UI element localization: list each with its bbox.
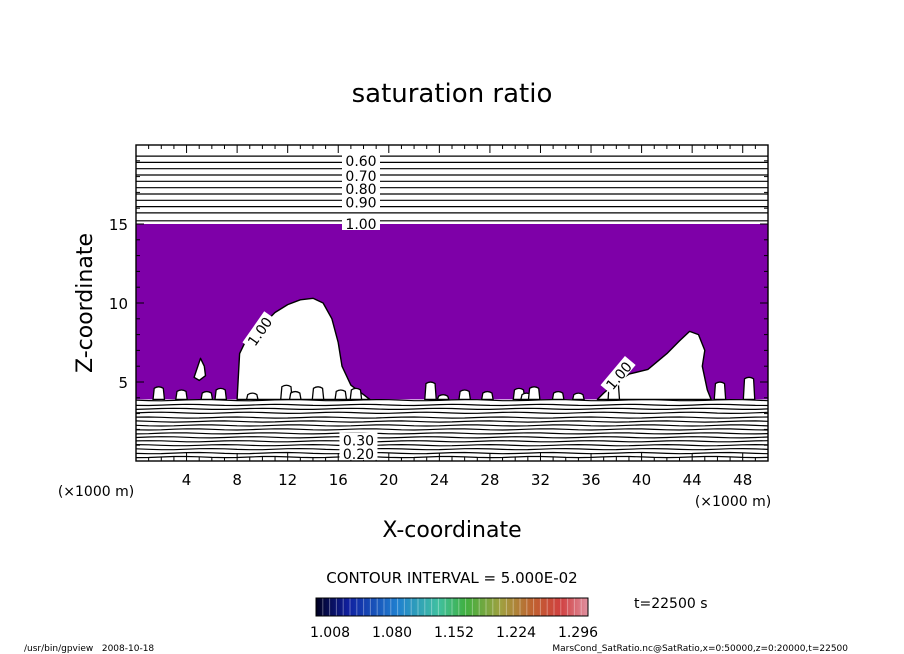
upper-contour-lines <box>136 155 768 222</box>
x-tick-label: 48 <box>733 471 752 489</box>
small-cell-0 <box>152 386 166 401</box>
footer-left: /usr/bin/gpview 2008-10-18 <box>24 644 154 654</box>
contour-label: 0.30 <box>339 432 378 449</box>
contour-label-text: 0.30 <box>343 433 374 449</box>
x-tick-label: 4 <box>182 471 192 489</box>
small-cell-12 <box>458 389 472 401</box>
lower-contour-2 <box>136 407 768 410</box>
x-tick-label: 16 <box>329 471 348 489</box>
contour-label-bg <box>341 152 380 167</box>
lower-contour-1 <box>136 403 768 407</box>
colorbar: 1.008 1.080 1.152 1.224 1.296 <box>310 597 598 641</box>
x-tick-label: 28 <box>480 471 499 489</box>
x-tick-label: 24 <box>430 471 449 489</box>
x-tick-label: 32 <box>531 471 550 489</box>
lower-contour-7 <box>136 428 768 431</box>
small-cell-4 <box>245 392 259 401</box>
contour-label-bg <box>341 167 380 182</box>
colorbar-tick-label: 1.008 <box>310 625 350 641</box>
contour-label-bg <box>341 194 380 209</box>
x-tick-label: 12 <box>278 471 297 489</box>
small-cell-13 <box>480 390 494 401</box>
contour-label: 1.00 <box>341 216 380 233</box>
bubble-cell <box>193 357 207 382</box>
contour-label: 0.70 <box>341 167 380 185</box>
lower-contour-11 <box>136 443 768 447</box>
chart-title: saturation ratio <box>352 79 553 109</box>
lower-contour-9 <box>136 436 768 439</box>
contour-label: 0.90 <box>341 194 380 212</box>
contour-label-bg <box>242 311 276 351</box>
contour-label-bg <box>339 445 378 460</box>
colorbar-gradient <box>316 598 588 616</box>
small-cell-11 <box>436 394 450 401</box>
x-axis-label: X-coordinate <box>382 518 521 543</box>
small-cell-16 <box>527 386 541 401</box>
lower-contour-5 <box>136 420 768 423</box>
colorbar-stripes <box>315 598 589 616</box>
lower-contour-3 <box>136 411 768 415</box>
contour-label-bg <box>341 216 380 230</box>
y-tick-label: 15 <box>109 216 128 234</box>
x-tick-label: 8 <box>232 471 242 489</box>
small-cell-3 <box>214 387 228 401</box>
contour-label: 0.60 <box>341 152 380 170</box>
lower-contour-13 <box>136 451 768 455</box>
contour-label-text: 0.90 <box>345 196 376 212</box>
contour-label-text: 0.20 <box>343 447 374 463</box>
lower-contour-8 <box>136 432 768 435</box>
small-cell-1 <box>175 389 188 401</box>
colorbar-tick-labels: 1.008 1.080 1.152 1.224 1.296 <box>310 625 598 641</box>
contour-label-bg <box>600 355 636 395</box>
small-cell-18 <box>571 392 585 401</box>
x-tick-label: 36 <box>581 471 600 489</box>
colorbar-tick-label: 1.152 <box>434 625 474 641</box>
y-tick-label: 5 <box>118 374 128 392</box>
colorbar-tick-label: 1.224 <box>496 625 536 641</box>
contour-label-bg <box>339 432 378 447</box>
x-axis-unit: (×1000 m) <box>695 494 771 510</box>
colorbar-tick-label: 1.080 <box>372 625 412 641</box>
lower-contour-14 <box>136 455 768 459</box>
small-cell-17 <box>551 390 565 401</box>
contour-labels: 0.600.700.800.901.000.300.201.001.00 <box>242 152 636 463</box>
x-tick-label: 44 <box>683 471 702 489</box>
contour-label-bg <box>341 181 380 196</box>
lower-contour-6 <box>136 424 768 427</box>
small-cell-5 <box>280 384 293 401</box>
contour-label-text: 0.80 <box>345 182 376 198</box>
small-cell-10 <box>424 381 437 401</box>
x-axis-ticks: 4 8 12 16 20 24 28 32 36 40 44 48 <box>135 145 769 489</box>
contour-label: 0.20 <box>339 445 378 463</box>
lower-contour-4 <box>136 416 768 419</box>
colorbar-tick-label: 1.296 <box>558 625 598 641</box>
small-cell-21 <box>742 376 756 401</box>
contour-interval-text: CONTOUR INTERVAL = 5.000E-02 <box>326 569 577 587</box>
small-cell-20 <box>713 381 727 401</box>
small-cell-2 <box>200 390 214 401</box>
lower-contour-lines <box>136 398 768 459</box>
small-cell-8 <box>334 389 348 401</box>
small-cell-7 <box>311 386 325 401</box>
y-axis-label: Z-coordinate <box>73 233 98 373</box>
contour-label-text: 0.70 <box>345 169 376 185</box>
contour-label-text: 1.00 <box>345 217 376 233</box>
colorbar-frame <box>315 597 589 617</box>
footer-right: MarsCond_SatRatio.nc@SatRatio,x=0:50000,… <box>552 644 848 654</box>
y-tick-label: 10 <box>109 295 128 313</box>
lower-contour-12 <box>136 447 768 451</box>
x-tick-label: 40 <box>632 471 651 489</box>
time-label: t=22500 s <box>634 596 708 612</box>
contour-label-text: 0.60 <box>345 154 376 170</box>
y-axis-ticks: 5 10 15 <box>109 144 768 462</box>
y-axis-unit: (×1000 m) <box>58 484 134 500</box>
lower-contour-10 <box>136 440 768 443</box>
small-cell-6 <box>288 390 302 401</box>
contour-label: 0.80 <box>341 181 380 198</box>
x-tick-label: 20 <box>379 471 398 489</box>
small-cell-9 <box>349 387 363 401</box>
